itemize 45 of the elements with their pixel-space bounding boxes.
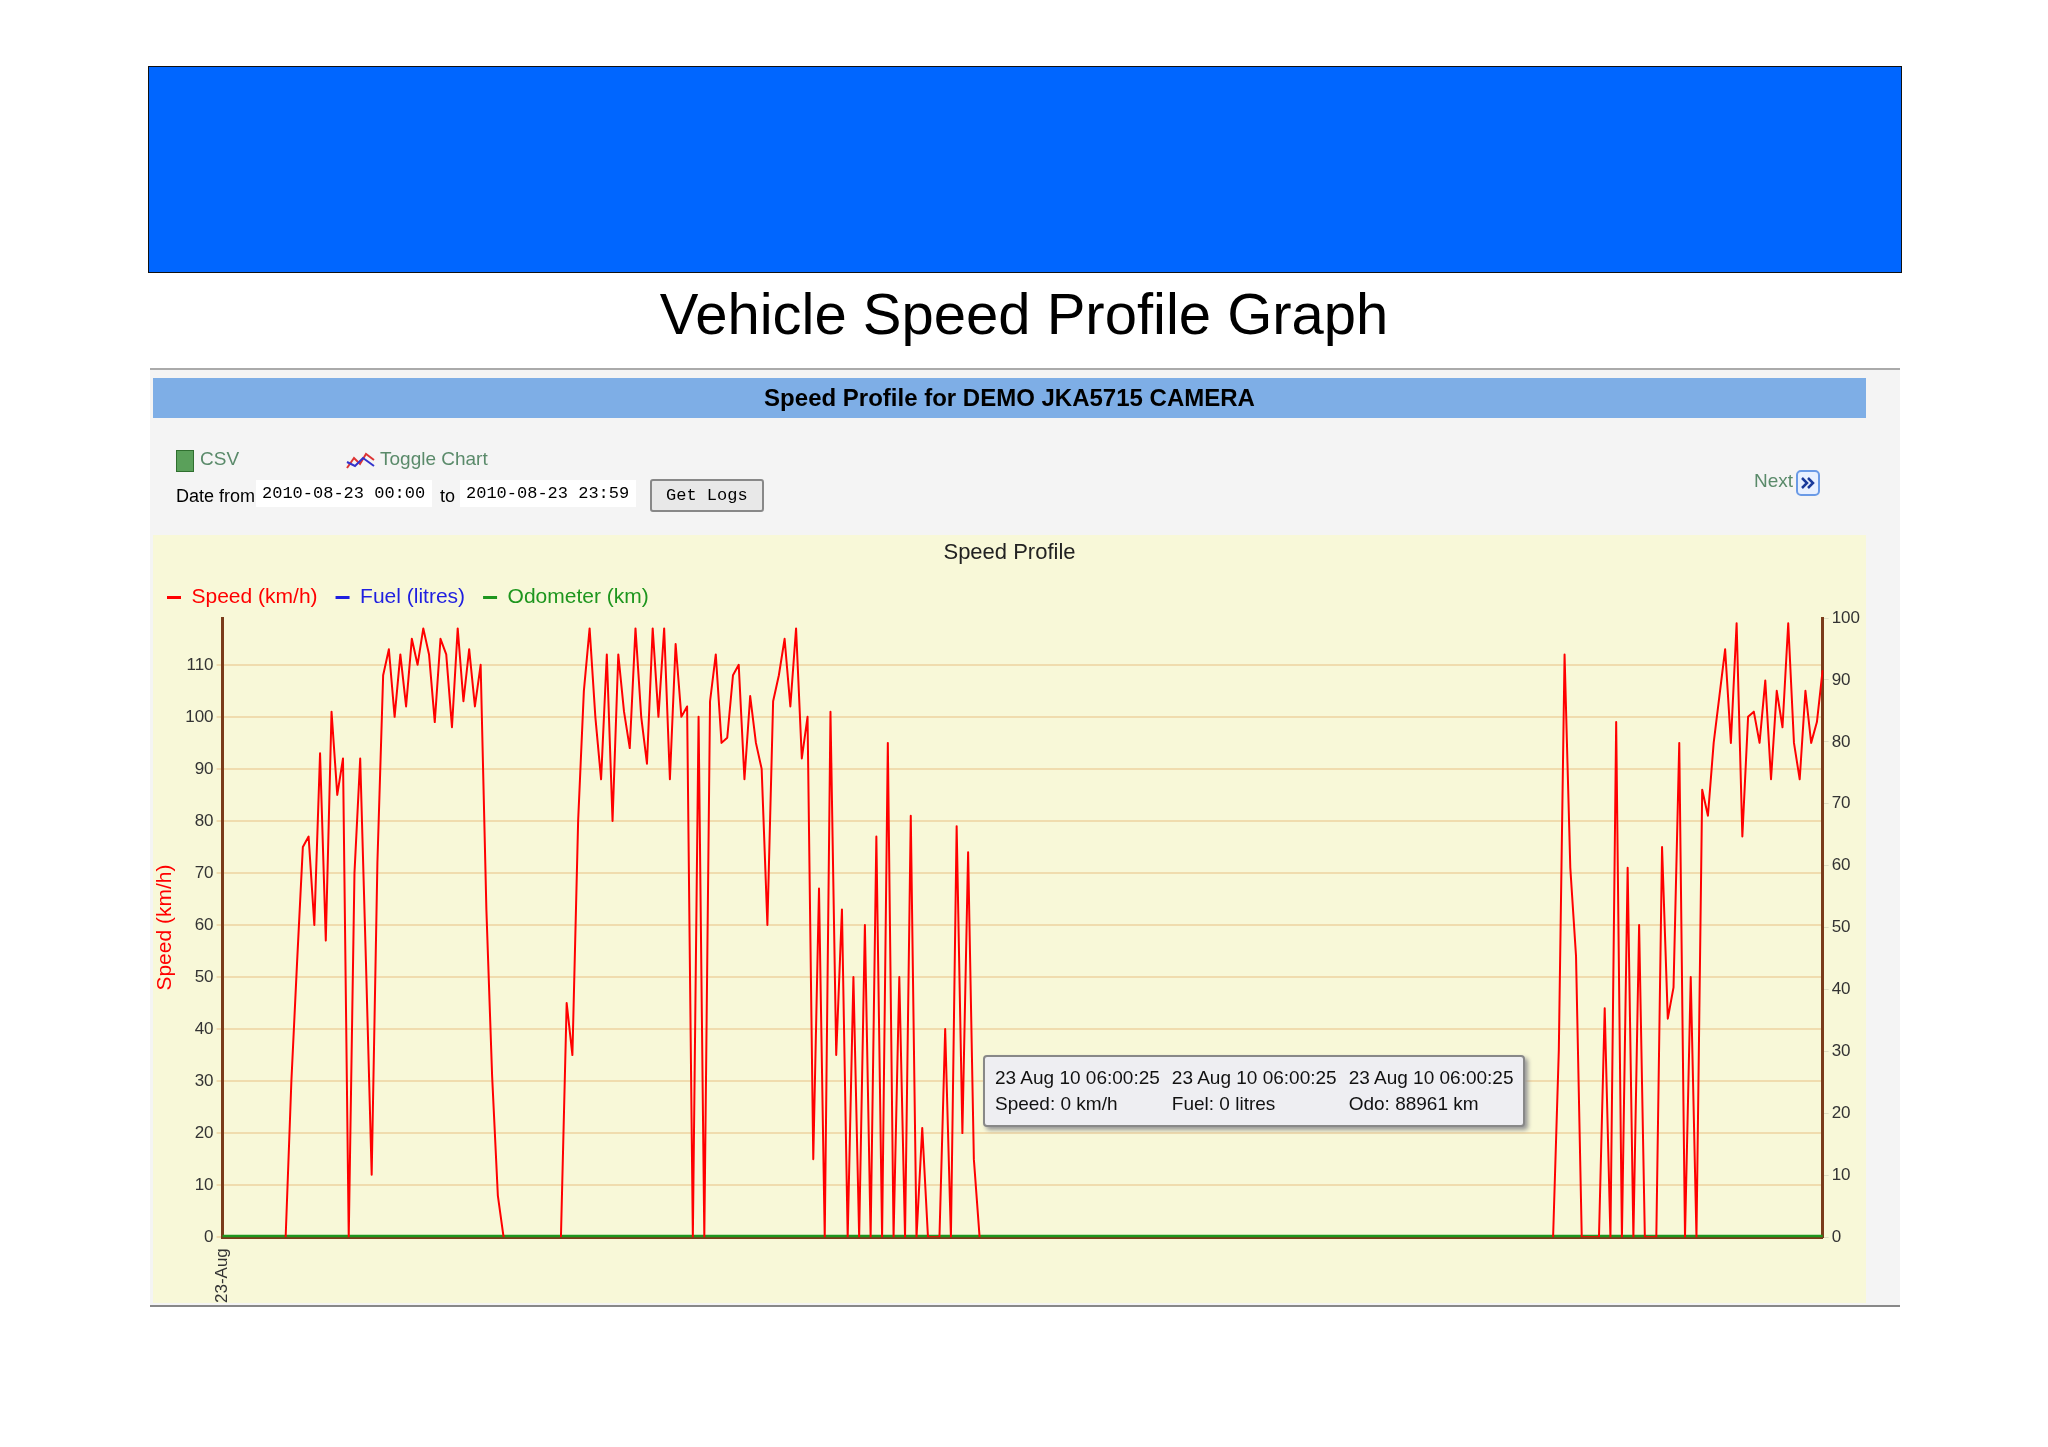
y-tick-label: 30	[194, 1070, 214, 1090]
annotation: 23 Aug 10 06:00:25	[1171, 1066, 1337, 1090]
text: Toggle Chart	[380, 448, 488, 470]
y-axis-title: Speed (km/h)	[152, 864, 176, 991]
chart-subtitle: Speed Profile for DEMO JKA5715 CAMERA	[153, 378, 1866, 418]
text: 2010-08-23 00:00	[256, 480, 432, 507]
y2-tick-label: 60	[1831, 855, 1851, 875]
y2-tick-label: 40	[1831, 979, 1851, 999]
y2-tick-label: 80	[1831, 731, 1851, 751]
text: Speed Profile	[942, 539, 1077, 565]
y2-tick-label: 100	[1831, 607, 1861, 627]
y-tick-label: 0	[204, 1226, 214, 1246]
y2-tick-label: 0	[1831, 1226, 1842, 1246]
y-tick-label: 40	[194, 1018, 214, 1038]
annotation: Speed: 0 km/h	[995, 1092, 1119, 1116]
annotation: 23 Aug 10 06:00:25	[995, 1066, 1160, 1090]
y2-tick-label: 70	[1831, 793, 1851, 813]
legend-label: Fuel (litres)	[360, 584, 466, 608]
y-tick-label: 10	[194, 1174, 214, 1194]
y2-tick-label: 90	[1831, 669, 1851, 689]
y-tick-label: 100	[185, 706, 214, 726]
y2-tick-label: 50	[1831, 917, 1851, 937]
y-tick-label: 60	[194, 914, 214, 934]
y2-tick-label: 20	[1831, 1103, 1851, 1123]
text: Get Logs	[650, 479, 764, 512]
x-tick-label: 23-Aug	[212, 1248, 232, 1304]
text: Date from	[176, 486, 256, 507]
text: to	[440, 486, 456, 507]
text: Next	[1754, 470, 1794, 492]
annotation: 23 Aug 10 06:00:25	[1348, 1066, 1514, 1090]
text: CSV	[200, 448, 240, 470]
legend-label: Speed (km/h)	[191, 584, 318, 608]
y-tick-label: 50	[194, 966, 214, 986]
annotation: Fuel: 0 litres	[1171, 1092, 1277, 1116]
chart-title: Vehicle Speed Profile Graph	[658, 280, 1390, 347]
y2-tick-label: 30	[1831, 1041, 1851, 1061]
y-tick-label: 110	[186, 654, 214, 674]
y-tick-label: 90	[194, 758, 214, 778]
y2-tick-label: 10	[1831, 1164, 1851, 1184]
legend-label: Odometer (km)	[507, 584, 649, 608]
y-tick-label: 20	[194, 1122, 214, 1142]
annotation: Odo: 88961 km	[1348, 1092, 1480, 1116]
text: 2010-08-23 23:59	[460, 480, 636, 507]
y-tick-label: 80	[194, 810, 214, 830]
y-tick-label: 70	[194, 862, 214, 882]
